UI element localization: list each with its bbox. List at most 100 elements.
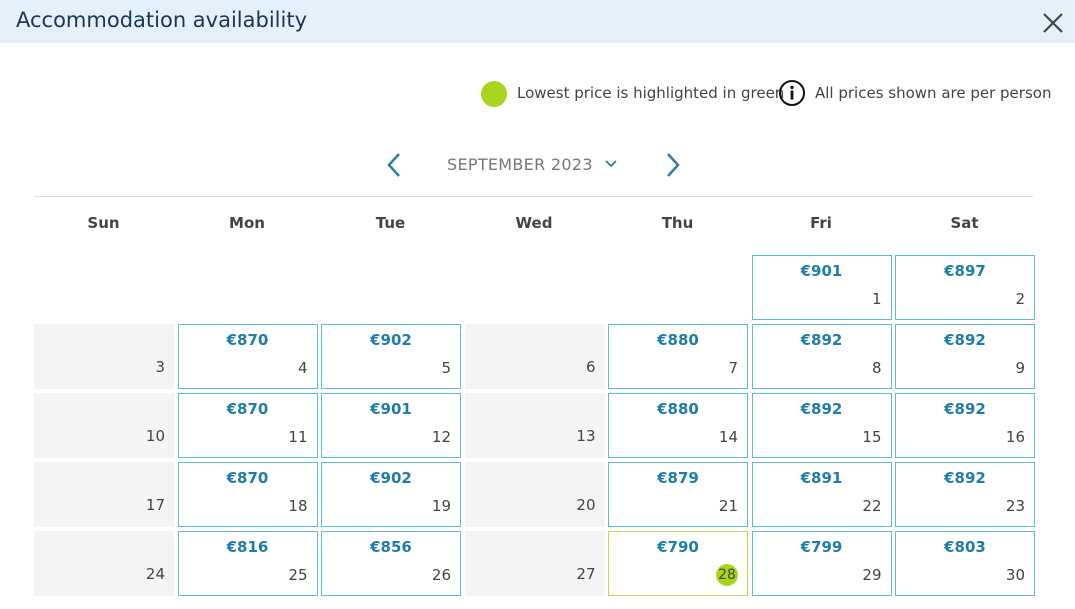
day-cell[interactable]: €892 8 — [751, 324, 892, 389]
day-number: 5 — [441, 359, 451, 377]
day-number: 9 — [1015, 359, 1025, 377]
day-cell[interactable]: €879 21 — [608, 462, 748, 527]
day-cell[interactable]: €880 7 — [608, 324, 748, 389]
day-cell[interactable]: €880 14 — [608, 393, 748, 458]
price: €856 — [370, 538, 412, 556]
weekday-label: Mon — [229, 214, 265, 232]
day-number: 18 — [288, 497, 308, 515]
day-number: 2 — [1015, 290, 1025, 308]
day-cell[interactable]: €870 18 — [177, 462, 318, 527]
day-number: 6 — [585, 358, 596, 376]
dialog-title: Accommodation availability — [16, 8, 307, 32]
dialog-header — [0, 0, 1075, 43]
day-number: 24 — [145, 565, 165, 583]
info-icon — [779, 80, 805, 106]
price: €870 — [226, 331, 269, 349]
price: €892 — [944, 400, 986, 418]
price: €902 — [370, 469, 412, 487]
day-number: 29 — [862, 566, 882, 584]
legend-info: All prices shown are per person — [815, 84, 1052, 102]
prev-month[interactable] — [382, 150, 408, 180]
weekday-label: Wed — [515, 214, 553, 232]
price: €901 — [370, 400, 412, 418]
day-cell[interactable]: €816 25 — [177, 531, 318, 596]
day-cell[interactable]: €897 2 — [895, 255, 1035, 320]
day-number: 21 — [718, 497, 738, 515]
day-cell[interactable]: €892 15 — [751, 393, 892, 458]
price: €803 — [944, 538, 986, 556]
price: €891 — [800, 469, 843, 487]
day-cell[interactable]: €902 5 — [321, 324, 461, 389]
day-number: 4 — [297, 359, 308, 377]
day-cell[interactable]: €799 29 — [751, 531, 892, 596]
unavailable-cell: 27 — [464, 531, 605, 596]
price: €892 — [800, 331, 843, 349]
weekday-label: Sat — [950, 214, 979, 232]
price: €902 — [370, 331, 412, 349]
day-number: 30 — [1005, 566, 1025, 584]
day-cell[interactable]: €892 16 — [895, 393, 1035, 458]
unavailable-cell: 17 — [34, 462, 174, 527]
day-cell[interactable]: €790 28 — [608, 531, 748, 596]
price: €870 — [226, 469, 269, 487]
day-number: 20 — [576, 496, 596, 514]
day-number: 7 — [728, 359, 738, 377]
unavailable-cell: 10 — [34, 393, 174, 458]
next-month[interactable] — [660, 150, 686, 180]
price: €880 — [657, 331, 699, 349]
unavailable-cell: 20 — [464, 462, 605, 527]
weekday-label: Fri — [810, 214, 832, 232]
day-cell[interactable]: €901 12 — [321, 393, 461, 458]
price: €892 — [800, 400, 843, 418]
unavailable-cell: 3 — [34, 324, 174, 389]
day-number: 8 — [871, 359, 882, 377]
price: €880 — [657, 400, 699, 418]
day-number: 27 — [576, 565, 596, 583]
day-number: 26 — [431, 566, 451, 584]
price: €879 — [657, 469, 699, 487]
weekday-label: Sun — [87, 214, 120, 232]
day-cell[interactable]: €870 11 — [177, 393, 318, 458]
month-dropdown[interactable] — [603, 157, 619, 171]
day-cell[interactable]: €803 30 — [895, 531, 1035, 596]
day-number: 19 — [431, 497, 451, 515]
day-cell[interactable]: €902 19 — [321, 462, 461, 527]
green-dot-icon — [481, 81, 507, 107]
day-number: 17 — [145, 496, 165, 514]
price: €816 — [226, 538, 269, 556]
day-cell[interactable]: €901 1 — [751, 255, 892, 320]
unavailable-cell: 24 — [34, 531, 174, 596]
day-cell[interactable]: €892 9 — [895, 324, 1035, 389]
day-number: 16 — [1005, 428, 1025, 446]
day-number: 22 — [862, 497, 882, 515]
price: €799 — [800, 538, 843, 556]
day-number-highlight: 28 — [716, 564, 738, 586]
day-number: 12 — [431, 428, 451, 446]
price: €892 — [944, 331, 986, 349]
day-number: 3 — [155, 358, 165, 376]
day-number: 25 — [288, 566, 308, 584]
day-cell[interactable]: €891 22 — [751, 462, 892, 527]
day-number: 15 — [862, 428, 882, 446]
day-number: 1 — [871, 290, 882, 308]
day-number: 14 — [718, 428, 738, 446]
price: €790 — [657, 538, 699, 556]
day-cell[interactable]: €892 23 — [895, 462, 1035, 527]
price: €870 — [226, 400, 269, 418]
price: €892 — [944, 469, 986, 487]
month-label[interactable]: SEPTEMBER 2023 — [447, 155, 593, 174]
weekday-label: Tue — [375, 214, 406, 232]
weekday-label: Thu — [661, 214, 694, 232]
price: €901 — [800, 262, 843, 280]
close-button[interactable] — [1040, 10, 1066, 36]
divider — [34, 196, 1033, 197]
legend-lowest: Lowest price is highlighted in green — [517, 84, 785, 102]
day-cell[interactable]: €870 4 — [177, 324, 318, 389]
day-number: 11 — [288, 428, 308, 446]
day-number: 10 — [145, 427, 165, 445]
day-cell[interactable]: €856 26 — [321, 531, 461, 596]
day-number: 13 — [576, 427, 596, 445]
unavailable-cell: 6 — [464, 324, 605, 389]
unavailable-cell: 13 — [464, 393, 605, 458]
